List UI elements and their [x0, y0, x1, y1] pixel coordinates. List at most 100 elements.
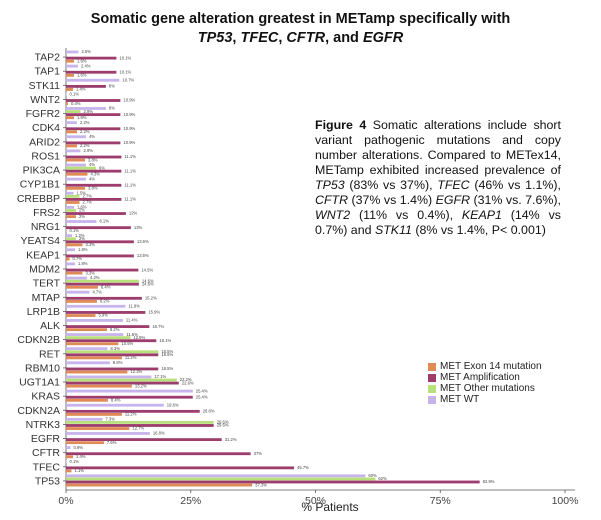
bar-value-label: 2.9% — [83, 109, 93, 114]
bar — [66, 319, 123, 322]
bar — [66, 356, 122, 360]
bar-value-label: 16.8% — [153, 431, 165, 436]
bar-value-label: 14.6% — [142, 281, 154, 286]
bar-value-label: 4.2% — [90, 275, 100, 280]
bar — [66, 328, 107, 332]
bar-value-label: 31.2% — [225, 437, 237, 442]
bar — [66, 135, 86, 139]
bar-value-label: 2.2% — [80, 129, 90, 134]
chart-title: Somatic gene alteration greatest in METa… — [0, 10, 601, 48]
bar — [66, 474, 366, 478]
bar-value-label: 8.8% — [113, 360, 123, 365]
figure-caption: Figure 4 Somatic alterations include sho… — [315, 118, 561, 238]
bar — [66, 477, 376, 481]
bar — [66, 237, 76, 241]
bar-value-label: 0.9% — [73, 445, 83, 450]
bar — [66, 271, 83, 275]
bar — [66, 311, 146, 314]
bar-value-label: 3.3% — [85, 242, 95, 247]
y-tick-label: KRAS — [31, 391, 60, 403]
bar-value-label: 0.1% — [69, 228, 79, 233]
bar-value-label: 29.6% — [217, 423, 229, 428]
bar-value-label: 18.5% — [161, 349, 173, 354]
bar-value-label: 13% — [134, 225, 143, 230]
y-tick-label: CYP1B1 — [20, 179, 60, 191]
bar-value-label: 4.7% — [92, 289, 102, 294]
bar — [66, 144, 77, 148]
legend-swatch — [428, 362, 436, 371]
caption-segment-6: (37% vs 1.4%) — [348, 193, 436, 207]
y-tick-label: TP53 — [35, 475, 60, 487]
caption-gene-3: TFEC — [437, 178, 470, 192]
bar — [66, 201, 80, 204]
y-tick-label: FRS2 — [33, 207, 60, 219]
bar — [66, 130, 77, 134]
bar-value-label: 6.1% — [99, 219, 109, 224]
caption-segment-12: (14% vs 0.7%) and — [315, 208, 561, 237]
caption-gene-1: TP53 — [315, 178, 345, 192]
bar-value-label: 12.7% — [132, 426, 144, 431]
bar — [66, 149, 81, 153]
legend-swatch — [428, 373, 436, 382]
legend-item: MET Amplification — [428, 372, 542, 383]
bar-value-label: 1.6% — [77, 58, 87, 63]
bar-value-label: 10.1% — [119, 55, 131, 60]
bar — [66, 333, 124, 336]
bar — [66, 102, 68, 105]
bar-value-label: 10.9% — [123, 98, 135, 103]
bar-value-label: 0.1% — [69, 92, 79, 97]
bar — [66, 177, 86, 181]
caption-segment-2: (83% vs 37%), — [344, 178, 438, 192]
y-tick-label: YEATS4 — [21, 235, 61, 247]
y-tick-label: CDK4 — [32, 122, 60, 134]
bar-value-label: 11.2% — [125, 355, 137, 360]
y-tick-label: CREBBP — [17, 193, 60, 205]
bar-value-label: 13.6% — [137, 239, 149, 244]
bar-value-label: 15.2% — [145, 296, 157, 301]
bar — [66, 424, 214, 427]
bar — [66, 452, 251, 456]
y-tick-label: EGFR — [31, 433, 61, 445]
bar — [66, 432, 150, 435]
bar — [66, 205, 74, 209]
x-axis-label: % Patients — [301, 500, 359, 514]
bar — [66, 469, 72, 473]
x-tick-label: 0% — [58, 495, 73, 507]
y-tick-label: WNT2 — [30, 94, 60, 106]
bar — [66, 446, 71, 450]
bar — [66, 279, 139, 283]
bar — [66, 378, 177, 382]
bar-value-label: 11.1% — [124, 168, 136, 173]
bar-value-label: 2.5% — [81, 49, 91, 54]
y-tick-label: NTRK3 — [26, 419, 61, 431]
legend-label: MET Amplification — [440, 372, 520, 383]
bar — [66, 84, 106, 88]
bar-value-label: 8% — [109, 84, 115, 89]
x-tick-label: 100% — [552, 495, 579, 507]
bar-value-label: 16.7% — [152, 324, 164, 329]
bar-value-label: 1.1% — [74, 468, 84, 473]
bar — [66, 347, 108, 351]
legend-item: MET Exon 14 mutation — [428, 361, 542, 372]
bar-value-label: 5.9% — [98, 313, 108, 318]
y-tick-label: UGT1A1 — [19, 377, 60, 389]
title-line-2: TP53, TFEC, CFTR, and EGFR — [0, 29, 601, 48]
legend-swatch — [428, 384, 436, 393]
bar-value-label: 2.7% — [82, 194, 92, 199]
caption-segment-0: Somatic alterations include short varian… — [315, 118, 561, 177]
bar — [66, 342, 119, 346]
bar — [66, 110, 81, 113]
bar — [66, 141, 121, 145]
bar — [66, 197, 122, 201]
bar-value-label: 25.4% — [196, 394, 208, 399]
bar-value-label: 4% — [89, 162, 95, 167]
bar — [66, 73, 74, 77]
y-tick-label: CDKN2B — [17, 334, 60, 346]
bar — [66, 389, 193, 393]
legend-label: MET Other mutations — [440, 383, 535, 394]
bar-value-label: 2% — [79, 208, 85, 213]
bar-value-label: 7.3% — [105, 417, 115, 422]
bar-value-label: 11.9% — [128, 303, 140, 308]
bar-value-label: 11.2% — [125, 412, 137, 417]
bar-value-label: 17.1% — [154, 374, 166, 379]
